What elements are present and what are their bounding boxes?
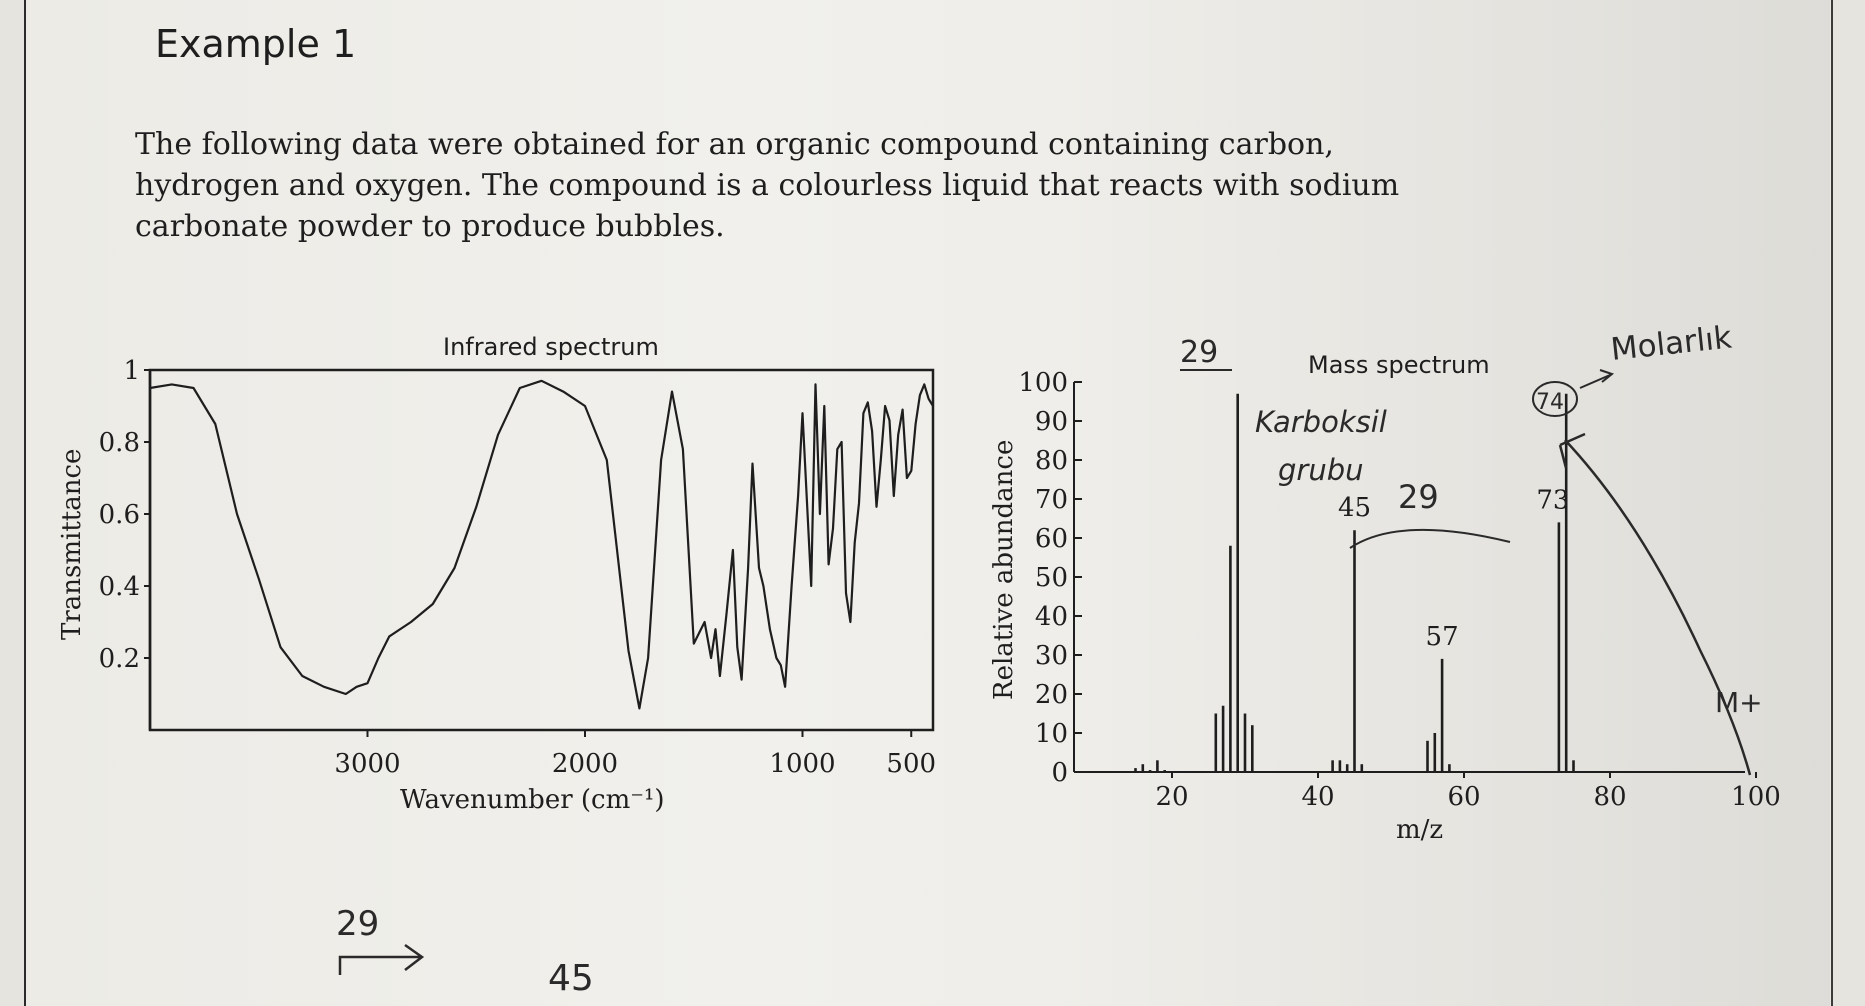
- ms-y-tick-label: 70: [1035, 485, 1068, 515]
- ir-title: Infrared spectrum: [443, 333, 659, 361]
- note-curve: [1564, 439, 1752, 776]
- ir-y-tick-label: 0.2: [99, 644, 140, 674]
- note-circle-74: [1532, 381, 1578, 417]
- note-29-mid: 29: [1398, 478, 1439, 516]
- note-74: 74: [1536, 390, 1564, 415]
- ms-y-axis-label: Relative abundance: [989, 440, 1019, 700]
- ir-x-ticks: 3000 2000 1000 500: [334, 730, 936, 779]
- ms-y-tick-label: 10: [1035, 719, 1068, 749]
- ms-x-tick-label: 60: [1447, 782, 1480, 812]
- ir-y-tick-label: 0.6: [99, 500, 140, 530]
- ms-y-tick-label: 40: [1035, 602, 1068, 632]
- ms-x-axis-label: m/z: [1396, 815, 1443, 845]
- ms-peak-label: 73: [1536, 485, 1569, 515]
- note-29-bottom: 29: [336, 904, 379, 944]
- note-carboxyl: Karboksil: [1255, 405, 1387, 439]
- ms-y-tick-label: 90: [1035, 407, 1068, 437]
- ms-y-tick-label: 60: [1035, 524, 1068, 554]
- ir-y-ticks: 1 0.8 0.6 0.4 0.2: [99, 356, 150, 674]
- arrowhead-icon: [1558, 432, 1586, 469]
- ms-x-tick-label: 80: [1593, 782, 1626, 812]
- example-heading: Example 1: [155, 22, 357, 66]
- ir-spectrum-chart: Infrared spectrum Wavenumber (cm⁻¹) Tran…: [57, 333, 936, 815]
- ir-transmittance-line: [149, 379, 934, 710]
- ms-peak-label: 57: [1426, 622, 1459, 652]
- note-29-top: 29: [1180, 335, 1218, 370]
- ir-x-tick-label: 2000: [552, 749, 618, 779]
- arrow-icon: [1579, 369, 1615, 389]
- note-group: grubu: [1278, 453, 1364, 487]
- ir-x-tick-label: 500: [886, 749, 936, 779]
- ir-x-tick-label: 1000: [769, 749, 835, 779]
- ms-x-ticks: 20 40 60 80 100: [1155, 772, 1781, 812]
- ms-y-tick-label: 0: [1051, 758, 1068, 788]
- statement-line: carbonate powder to produce bubbles.: [135, 209, 725, 244]
- note-m-plus: M+: [1715, 686, 1763, 719]
- ms-y-tick-label: 50: [1035, 563, 1068, 593]
- ir-y-axis-label: Transmittance: [57, 449, 87, 640]
- ir-y-tick-label: 0.8: [99, 428, 140, 458]
- statement-line: hydrogen and oxygen. The compound is a c…: [135, 168, 1400, 203]
- ms-y-tick-label: 80: [1035, 446, 1068, 476]
- ms-y-tick-label: 20: [1035, 680, 1068, 710]
- problem-statement: The following data were obtained for an …: [135, 124, 1400, 247]
- handwritten-notes: 29 Karboksil grubu 29 74 Molarlık M+ 29 …: [336, 319, 1763, 999]
- ir-x-axis-label: Wavenumber (cm⁻¹): [400, 785, 665, 815]
- statement-line: The following data were obtained for an …: [135, 127, 1334, 162]
- ir-x-tick-label: 3000: [334, 749, 400, 779]
- mass-spectrum-chart: Mass spectrum m/z Relative abundance 100…: [989, 351, 1781, 845]
- paper-sheet: [24, 0, 1833, 1006]
- right-arrow-icon: [338, 943, 425, 975]
- ms-x-tick-label: 100: [1731, 782, 1781, 812]
- ms-x-tick-label: 20: [1155, 782, 1188, 812]
- ms-y-tick-label: 30: [1035, 641, 1068, 671]
- ir-y-tick-label: 0.4: [99, 572, 140, 602]
- ms-y-tick-label: 100: [1018, 368, 1068, 398]
- note-45-bottom: 45: [548, 958, 594, 999]
- note-bracket: [1349, 528, 1511, 549]
- ms-peaks: [1134, 393, 1575, 772]
- ir-y-tick-label: 1: [123, 356, 140, 386]
- ms-peak-label: 45: [1338, 493, 1371, 523]
- note-molecular: Molarlık: [1609, 319, 1733, 367]
- ms-peak-labels: 45 57 73: [1338, 485, 1569, 652]
- ms-title: Mass spectrum: [1308, 351, 1490, 379]
- ms-x-tick-label: 40: [1301, 782, 1334, 812]
